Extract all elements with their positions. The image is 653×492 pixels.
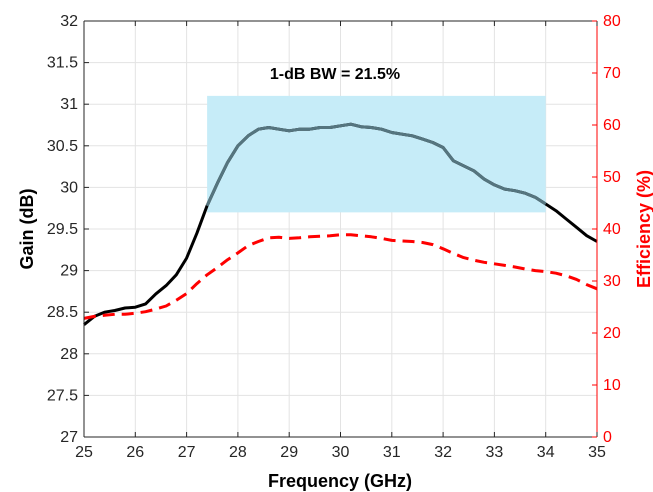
y-left-tick-label: 27	[60, 429, 78, 446]
y-right-tick-label: 60	[603, 117, 621, 134]
tick-labels: 25 26 27 28 29 30 31 32 33 34 35 27 27.5 28 28.5 29 29.5…	[47, 13, 621, 461]
y-left-tick-label: 31	[60, 96, 78, 113]
y-right-tick-label: 0	[603, 429, 612, 446]
y-right-tick-label: 80	[603, 13, 621, 30]
y-right-tick-label: 10	[603, 377, 621, 394]
x-tick-label: 26	[126, 444, 144, 461]
axes	[83, 20, 598, 438]
x-tick-label: 29	[280, 444, 298, 461]
x-axis-label: Frequency (GHz)	[268, 471, 412, 491]
gain-line-in-band	[205, 122, 547, 207]
x-tick-label: 33	[486, 444, 504, 461]
y-right-tick-label: 50	[603, 169, 621, 186]
y-left-tick-label: 28	[60, 346, 78, 363]
y-left-tick-label: 31.5	[47, 55, 78, 72]
y-left-tick-label: 30	[60, 179, 78, 196]
x-tick-label: 28	[229, 444, 247, 461]
x-tick-label: 31	[383, 444, 401, 461]
series-layer	[83, 122, 598, 326]
y-right-tick-label: 40	[603, 221, 621, 238]
y-left-tick-label: 32	[60, 13, 78, 30]
bandwidth-region	[207, 95, 546, 213]
y-right-tick-label: 20	[603, 325, 621, 342]
x-tick-label: 35	[588, 444, 606, 461]
y-left-tick-label: 29.5	[47, 221, 78, 238]
x-tick-label: 34	[537, 444, 555, 461]
y-axis-left-label: Gain (dB)	[17, 189, 37, 270]
x-tick-label: 32	[434, 444, 452, 461]
y-left-tick-label: 30.5	[47, 138, 78, 155]
y-left-tick-label: 29	[60, 263, 78, 280]
y-left-tick-label: 27.5	[47, 387, 78, 404]
x-tick-label: 25	[75, 444, 93, 461]
x-tick-label: 30	[332, 444, 350, 461]
y-right-tick-label: 30	[603, 273, 621, 290]
y-axis-right-label: Efficiency (%)	[634, 170, 653, 288]
efficiency-line	[83, 233, 598, 320]
bandwidth-annotation: 1-dB BW = 21.5%	[270, 66, 400, 83]
x-tick-label: 27	[178, 444, 196, 461]
y-right-tick-label: 70	[603, 65, 621, 82]
y-left-tick-label: 28.5	[47, 304, 78, 321]
